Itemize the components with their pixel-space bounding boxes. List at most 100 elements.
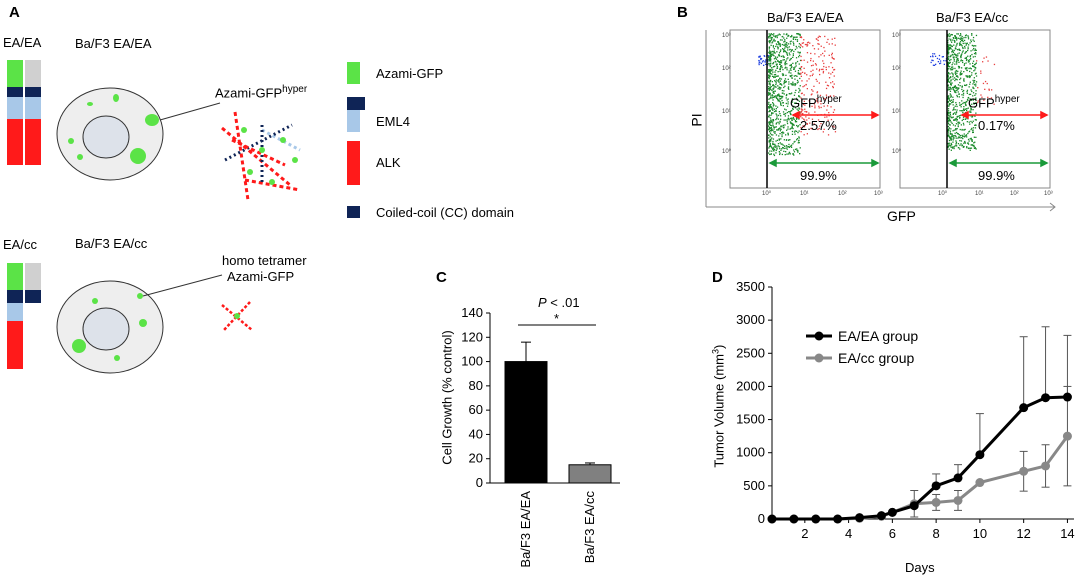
flow-event-red (801, 71, 804, 73)
flow-event-green (950, 133, 952, 135)
data-point (1019, 466, 1029, 476)
flow-event-green (778, 123, 780, 125)
flow-event-green (975, 98, 977, 100)
flow-event-green (770, 130, 772, 132)
flow-event-green (970, 50, 972, 52)
flow-event-green (966, 42, 968, 44)
flow-event-green (768, 106, 771, 108)
flow-event-green (779, 148, 781, 150)
flow-event-green (795, 89, 797, 91)
flow-event-green (771, 119, 773, 121)
flow-event-green (957, 91, 959, 93)
data-point (1041, 461, 1051, 471)
flow-event-green (778, 33, 780, 35)
flow-event-green (768, 58, 770, 61)
flow-event-green (950, 54, 952, 57)
flow-event-green (949, 68, 951, 70)
flow-event-green (947, 89, 949, 91)
flow-event-green (971, 74, 973, 76)
flow-event-green (773, 108, 775, 110)
flow-event-green (798, 130, 800, 132)
flow-event-green (951, 34, 953, 36)
flow-event-green (958, 49, 961, 51)
flow-event-green (788, 139, 790, 141)
flow-event-green (951, 138, 953, 140)
flow-event-green (969, 98, 971, 100)
panel-a-row1-cell-title: Ba/F3 EA/EA (75, 36, 152, 51)
flow-event-green (775, 43, 778, 45)
flow-event-green (778, 100, 780, 102)
flow-event-green (957, 122, 959, 124)
flow-event-red (816, 92, 818, 94)
flow-event-green (769, 129, 771, 132)
flow-event-green (949, 73, 951, 75)
flow-event-green (790, 75, 793, 77)
flow-event-green (951, 72, 953, 74)
flow-event-red (818, 107, 820, 109)
flow-event-blue (767, 55, 769, 57)
flow-event-green (793, 42, 795, 45)
flow-event-green (955, 113, 957, 115)
flow-event-green (781, 39, 783, 41)
flow-event-green (787, 103, 789, 105)
flow-event-green (770, 52, 772, 55)
flow-event-green (961, 144, 963, 146)
flow-event-green (796, 79, 799, 82)
flow-event-green (781, 67, 783, 69)
flow-event-green (949, 145, 951, 147)
flow-event-green (792, 54, 794, 57)
flow-event-blue (932, 55, 934, 57)
data-point (1062, 431, 1072, 441)
flow-event-green (769, 75, 771, 77)
flow-event-green (966, 100, 968, 103)
flow-event-green (954, 67, 956, 70)
flow-plot-2-total-pct: 99.9% (978, 168, 1015, 183)
flow-event-green (975, 97, 977, 99)
flow-event-green (953, 56, 955, 58)
flow-event-green (769, 58, 771, 61)
flow-event-red (819, 68, 821, 71)
flow-event-green (950, 139, 952, 141)
flow-event-red (811, 93, 813, 95)
flow-event-green (957, 58, 959, 60)
flow-event-red (806, 133, 808, 135)
flow-event-green (773, 33, 775, 35)
flow-event-green (775, 109, 777, 112)
flow-event-green (950, 82, 952, 84)
flow-event-green (969, 63, 971, 65)
flow-event-green (786, 33, 788, 35)
flow-event-green (959, 35, 961, 37)
flow-event-green (963, 129, 965, 131)
flow-event-green (951, 101, 953, 104)
flow-event-red (827, 85, 830, 87)
flow-event-green (971, 34, 973, 36)
flow-event-green (965, 75, 967, 77)
flow-event-green (958, 96, 960, 98)
flow-event-green (961, 94, 963, 96)
flow-event-green (787, 128, 789, 130)
flow-plot-1-hyper-pct: 2.57% (800, 118, 837, 133)
flow-event-green (950, 44, 952, 46)
flow-event-green (769, 105, 771, 108)
flow-event-red (831, 71, 834, 73)
flow-event-green (949, 61, 951, 64)
flow-event-green (954, 63, 956, 65)
flow-event-red (828, 43, 830, 45)
flow-event-green (773, 148, 776, 151)
flow-event-green (969, 70, 971, 73)
flow-event-green (963, 133, 965, 135)
flow-event-red (801, 42, 803, 44)
flow-event-green (771, 75, 774, 77)
flow-event-green (797, 149, 799, 152)
flow-event-green (777, 75, 779, 77)
flow-event-green (949, 132, 951, 134)
flow-event-red (820, 106, 822, 109)
flow-event-blue (761, 61, 764, 63)
flow-event-green (780, 103, 782, 105)
flow-event-green (782, 48, 784, 50)
flow-event-green (785, 46, 787, 48)
flow-event-red (803, 59, 805, 61)
flow-event-green (768, 127, 770, 129)
flow-event-green (953, 77, 956, 79)
flow-event-green (959, 122, 961, 124)
